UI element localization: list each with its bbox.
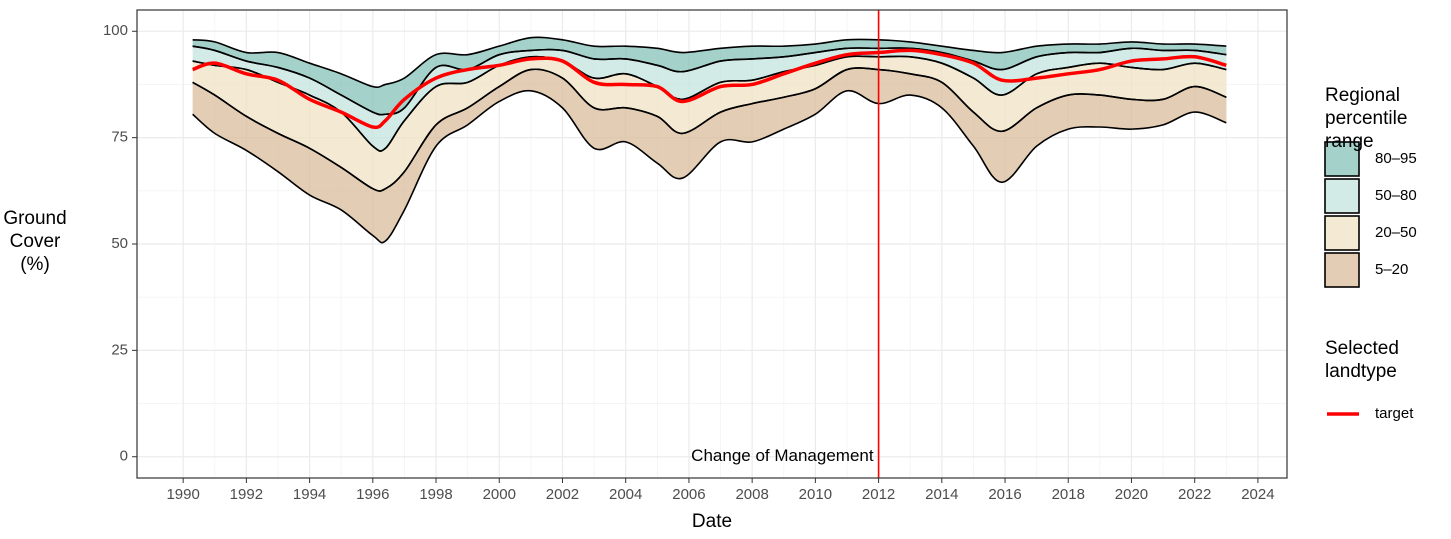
x-tick-label: 1990 bbox=[166, 486, 199, 503]
legend-title: Regional percentile range bbox=[1325, 85, 1408, 152]
legend-swatch bbox=[1324, 215, 1360, 251]
band-edge bbox=[192, 45, 1227, 116]
legend-title: Selected landtype bbox=[1325, 338, 1399, 382]
legend-label: target bbox=[1375, 405, 1414, 422]
y-tick-label: 0 bbox=[120, 448, 128, 465]
legend-swatch bbox=[1324, 141, 1360, 177]
x-tick-label: 1998 bbox=[419, 486, 452, 503]
legend-label: 80–95 bbox=[1375, 150, 1417, 167]
legend-swatch bbox=[1324, 178, 1360, 214]
band-area bbox=[192, 67, 1227, 243]
x-tick-label: 2014 bbox=[925, 486, 958, 503]
band-edge bbox=[192, 36, 1227, 88]
x-tick-label: 2008 bbox=[735, 486, 768, 503]
legend-swatch bbox=[1324, 252, 1360, 288]
band-edge bbox=[192, 67, 1227, 192]
legend-label: 20–50 bbox=[1375, 224, 1417, 241]
x-tick-label: 2012 bbox=[862, 486, 895, 503]
panel-border bbox=[136, 9, 1288, 479]
x-tick-label: 2002 bbox=[546, 486, 579, 503]
x-tick-label: 1992 bbox=[230, 486, 263, 503]
band-edge bbox=[192, 89, 1227, 244]
y-tick-label: 25 bbox=[111, 341, 128, 358]
legend-label: 50–80 bbox=[1375, 187, 1417, 204]
x-tick-label: 2018 bbox=[1052, 486, 1085, 503]
legend-label: 5–20 bbox=[1375, 261, 1408, 278]
y-axis-title: Ground Cover (%) bbox=[3, 208, 67, 275]
x-tick-label: 1994 bbox=[293, 486, 326, 503]
x-tick-label: 2024 bbox=[1241, 486, 1274, 503]
x-tick-label: 2010 bbox=[799, 486, 832, 503]
x-tick-label: 2000 bbox=[483, 486, 516, 503]
x-tick-label: 2022 bbox=[1178, 486, 1211, 503]
x-tick-label: 2004 bbox=[609, 486, 642, 503]
annotation-label: Change of Management bbox=[691, 446, 874, 465]
target-line bbox=[192, 48, 1227, 130]
band-area bbox=[192, 37, 1227, 115]
x-tick-label: 2016 bbox=[988, 486, 1021, 503]
y-tick-label: 50 bbox=[111, 235, 128, 252]
x-tick-label: 1996 bbox=[356, 486, 389, 503]
y-tick-label: 75 bbox=[111, 129, 128, 146]
x-tick-label: 2020 bbox=[1115, 486, 1148, 503]
band-area bbox=[192, 56, 1227, 192]
band-edge bbox=[192, 55, 1227, 152]
x-axis-title: Date bbox=[692, 511, 732, 532]
x-tick-label: 2006 bbox=[672, 486, 705, 503]
y-tick-label: 100 bbox=[103, 22, 128, 39]
